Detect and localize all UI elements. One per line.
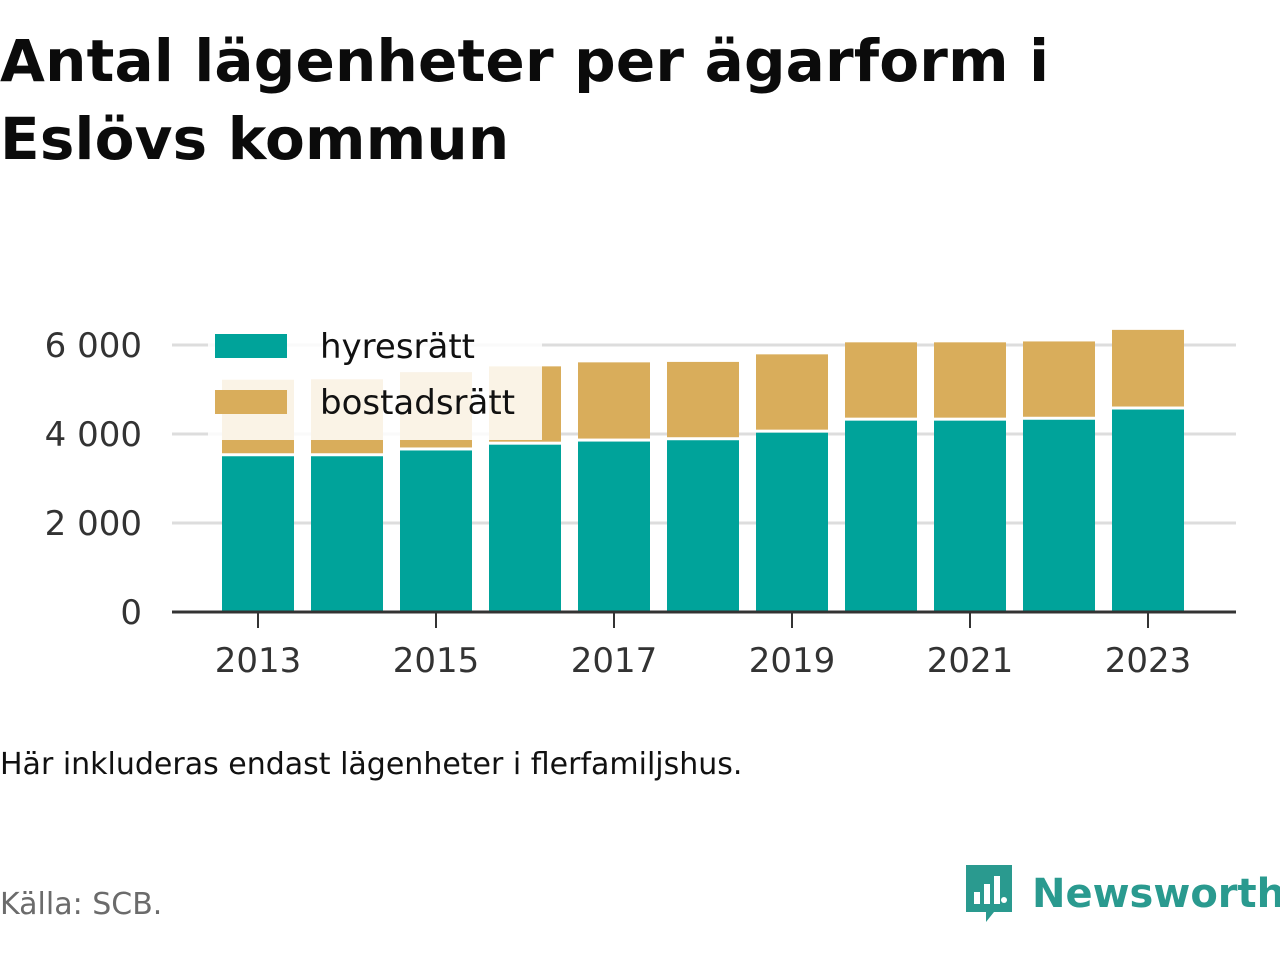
brand-logo: Newsworthy: [964, 862, 1280, 926]
bar-bostadsratt-2021: [934, 342, 1006, 418]
chart-note: Här inkluderas endast lägenheter i flerf…: [0, 747, 743, 782]
chart-speech-bubble-icon: [966, 865, 1012, 922]
bar-hyresratt-2023: [1112, 409, 1184, 612]
stacked-bar-chart: hyresrätt bostadsrätt 0 2 000 4 000 6 000 20…: [45, 320, 1236, 681]
bar-hyresratt-2020: [845, 420, 917, 612]
bar-bostadsratt-2019: [756, 354, 828, 430]
x-tick-label: 2015: [393, 641, 480, 681]
bar-bostadsratt-2020: [845, 342, 917, 418]
bar-hyresratt-2022: [1023, 419, 1095, 612]
bar-bostadsratt-2018: [667, 361, 739, 438]
bar-hyresratt-2013: [222, 456, 294, 612]
bar-bostadsratt-2023: [1112, 329, 1184, 407]
brand-name: Newsworthy: [1032, 871, 1280, 917]
bar-hyresratt-2017: [578, 441, 650, 612]
bar-hyresratt-2014: [311, 456, 383, 612]
axes: 0 2 000 4 000 6 000 2013 2015 2017 2019 2021 2023: [45, 326, 1236, 681]
legend-swatch-bostadsratt: [215, 390, 287, 414]
x-tick-label: 2023: [1105, 641, 1192, 681]
bar-hyresratt-2015: [400, 450, 472, 612]
y-tick-label: 6 000: [45, 326, 142, 366]
legend-swatch-hyresratt: [215, 334, 287, 358]
y-tick-label: 2 000: [45, 504, 142, 544]
legend-label-hyresratt: hyresrätt: [320, 327, 475, 367]
legend-label-bostadsratt: bostadsrätt: [320, 383, 515, 423]
x-tick-label: 2017: [571, 641, 658, 681]
y-tick-label: 0: [120, 593, 142, 633]
bar-hyresratt-2018: [667, 440, 739, 612]
y-tick-label: 4 000: [45, 415, 142, 455]
chart-title: Antal lägenheter per ägarform i Eslövs k…: [0, 27, 1050, 173]
x-tick-label: 2019: [749, 641, 836, 681]
bar-hyresratt-2021: [934, 420, 1006, 612]
bar-hyresratt-2019: [756, 432, 828, 612]
x-tick-label: 2021: [927, 641, 1014, 681]
bar-bostadsratt-2017: [578, 362, 650, 439]
legend: hyresrätt bostadsrätt: [208, 320, 542, 440]
source-text: Källa: SCB.: [0, 887, 163, 922]
bar-hyresratt-2016: [489, 444, 561, 612]
bar-bostadsratt-2022: [1023, 341, 1095, 417]
x-tick-label: 2013: [215, 641, 302, 681]
